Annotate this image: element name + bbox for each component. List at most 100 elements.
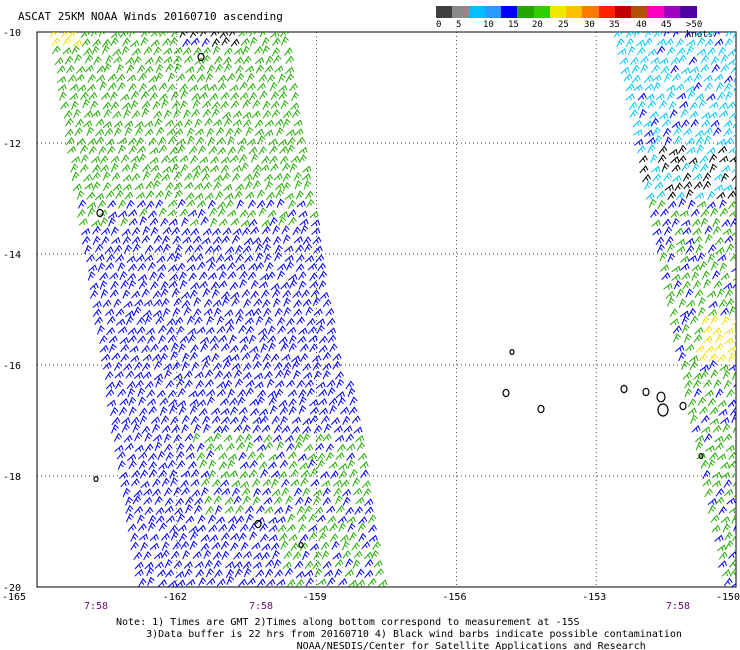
wind-barb (133, 361, 143, 371)
wind-barb (166, 318, 176, 327)
wind-barb (112, 48, 122, 57)
wind-barb (695, 243, 704, 254)
wind-barb (91, 45, 100, 56)
wind-barb (252, 170, 261, 181)
wind-barb (104, 308, 115, 316)
wind-barb (213, 443, 224, 452)
wind-barb (728, 364, 736, 371)
wind-barb (92, 225, 102, 235)
wind-barb (259, 533, 269, 543)
wind-barb (239, 92, 249, 101)
wind-barb (706, 290, 717, 298)
wind-barb (297, 335, 307, 344)
wind-barb (250, 226, 260, 235)
wind-barb (163, 56, 173, 64)
wind-barb (686, 45, 695, 55)
wind-barb (245, 513, 254, 524)
wind-barb (246, 577, 256, 586)
wind-barb (326, 317, 336, 327)
wind-barb (136, 514, 145, 524)
wind-barb (118, 406, 128, 416)
wind-barb (241, 227, 251, 236)
wind-barb (215, 516, 225, 525)
wind-barb (100, 289, 109, 299)
wind-barb (262, 353, 271, 363)
wind-barb (170, 550, 180, 560)
wind-barb (290, 469, 299, 478)
wind-barb (273, 361, 283, 371)
wind-barb (246, 82, 256, 92)
wind-barb (123, 434, 133, 443)
wind-barb (329, 522, 338, 532)
wind-barb (707, 190, 716, 201)
wind-barb (162, 226, 172, 235)
wind-barb (358, 516, 368, 525)
wind-barb (338, 470, 348, 479)
wind-barb (284, 245, 294, 253)
wind-barb (264, 568, 274, 578)
wind-barb (714, 342, 724, 352)
wind-barb (675, 83, 685, 91)
wind-barb (246, 441, 254, 452)
wind-barb (325, 308, 335, 317)
wind-barb (669, 318, 679, 326)
wind-barb (138, 460, 148, 470)
wind-barb (220, 470, 230, 479)
wind-barb (153, 298, 163, 307)
wind-barb (310, 219, 321, 227)
wind-barb (140, 90, 150, 100)
wind-barb (248, 469, 258, 478)
wind-barb (134, 444, 144, 452)
wind-barb (288, 334, 297, 345)
wind-barb (230, 353, 240, 362)
wind-barb (112, 110, 122, 119)
wind-barb (295, 434, 304, 444)
wind-barb (86, 83, 96, 92)
wind-barb (147, 522, 156, 532)
wind-barb (192, 235, 202, 244)
wind-barb (198, 280, 208, 289)
wind-barb (732, 480, 736, 488)
wind-barb (320, 415, 330, 424)
wind-barb (141, 107, 150, 118)
wind-barb (236, 199, 245, 209)
wind-barb (111, 424, 119, 434)
wind-barb (124, 120, 134, 128)
wind-barb (289, 82, 299, 92)
wind-barb (70, 163, 79, 173)
wind-barb (274, 307, 283, 317)
wind-barb (226, 72, 236, 82)
wind-barb (685, 244, 695, 254)
wind-barb (216, 315, 225, 326)
wind-barb (154, 441, 163, 452)
wind-barb (80, 91, 89, 101)
wind-barb (122, 183, 132, 191)
wind-barb (271, 478, 279, 488)
wind-barb (257, 135, 266, 145)
wind-barb (206, 577, 216, 586)
wind-barb (727, 190, 736, 199)
wind-barb (685, 137, 695, 146)
wind-barb (692, 280, 702, 290)
wind-barb (153, 360, 163, 370)
wind-barb (236, 263, 246, 271)
wind-barb (710, 261, 719, 271)
wind-barb (723, 479, 733, 488)
wind-barb (128, 396, 137, 406)
wind-barb (308, 532, 318, 541)
wind-barb (255, 452, 265, 461)
wind-barb (181, 299, 191, 309)
wind-barb (220, 424, 230, 434)
wind-barb (170, 416, 179, 426)
wind-barb (238, 32, 248, 37)
wind-barb (720, 172, 729, 182)
wind-barb (715, 246, 725, 255)
wind-barb (240, 37, 250, 46)
wind-barb (659, 57, 669, 65)
wind-barb (714, 534, 724, 542)
wind-barb (719, 364, 729, 372)
wind-barb (222, 371, 232, 380)
island-outline (698, 453, 704, 460)
wind-barb (157, 264, 167, 272)
wind-barb (126, 255, 136, 263)
